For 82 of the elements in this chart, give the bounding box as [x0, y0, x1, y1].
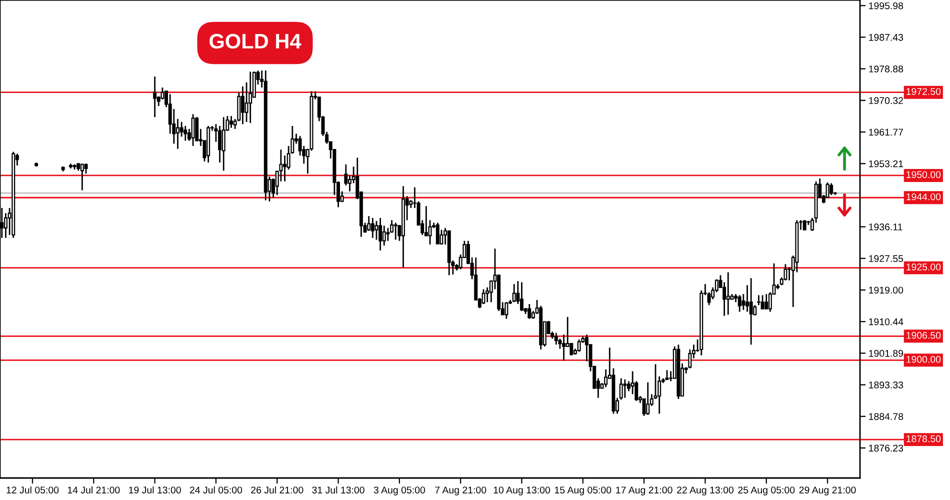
x-tick-label: 15 Aug 05:00 [554, 486, 612, 496]
candlestick [153, 76, 157, 118]
ref-line-label: 1925.00 [906, 264, 941, 270]
candlestick [184, 125, 188, 142]
x-tick-label: 19 Jul 13:00 [129, 486, 181, 494]
candlestick [764, 293, 768, 310]
ref-line-label: 1900.00 [906, 356, 941, 363]
candlestick [283, 154, 286, 182]
y-tick-label: 1910.44 [869, 318, 904, 326]
candlestick [80, 162, 84, 191]
ref-line-label: 1944.00 [906, 193, 941, 200]
y-tick-label: 1927.55 [869, 255, 904, 262]
x-tick-label: 14 Jul 21:00 [68, 486, 120, 494]
candlestick [394, 222, 398, 240]
x-tick-label: 17 Aug 21:00 [616, 486, 672, 496]
candlestick [367, 215, 371, 232]
x-tick-label: 10 Aug 13:00 [494, 486, 550, 496]
ref-line-label: 1878.50 [906, 435, 941, 442]
candlestick [749, 277, 753, 346]
candlestick [756, 294, 760, 306]
y-tick-label: 1978.88 [869, 66, 904, 72]
candlestick [512, 283, 516, 303]
candlestick [84, 162, 88, 174]
y-tick-label: 1919.00 [869, 286, 904, 294]
candlestick [504, 301, 508, 320]
y-tick-label: 1901.89 [869, 350, 904, 357]
x-tick-label: 26 Jul 21:00 [251, 486, 304, 494]
x-tick-label: 22 Aug 13:00 [677, 486, 734, 496]
y-tick-label: 1953.21 [869, 160, 903, 168]
ref-line-label: 1950.00 [906, 171, 941, 178]
candlestick [382, 225, 386, 246]
candlestick [604, 368, 608, 388]
candlestick [424, 205, 428, 236]
candlestick [623, 378, 627, 399]
y-tick-label: 1961.77 [869, 128, 903, 136]
x-tick-label: 3 Aug 05:00 [374, 486, 425, 496]
ref-line-label: 1906.50 [906, 332, 941, 339]
candlestick [802, 219, 806, 230]
candlestick [240, 86, 244, 125]
candlestick [726, 272, 730, 316]
candlestick [528, 303, 532, 320]
candlestick [230, 115, 233, 129]
y-tick-label: 1893.33 [869, 382, 904, 388]
candlestick [4, 212, 8, 239]
y-tick-label: 1987.43 [869, 34, 904, 41]
candlestick [370, 217, 374, 239]
y-tick-label: 1970.32 [869, 97, 903, 104]
candlestick [374, 220, 378, 240]
candlestick [784, 263, 788, 282]
candlestick [222, 116, 226, 172]
ref-line-label: 1972.50 [906, 88, 941, 95]
y-tick-label: 1936.11 [869, 224, 902, 230]
candlestick [248, 70, 252, 124]
candlestick [562, 334, 566, 362]
candlestick [738, 294, 742, 312]
candlestick [436, 222, 440, 244]
candlestick [520, 282, 524, 312]
candlestick [176, 118, 180, 150]
x-tick-label: 12 Jul 05:00 [6, 486, 59, 494]
x-tick-label: 29 Aug 21:00 [799, 486, 856, 496]
candlestick [386, 227, 390, 242]
y-tick-label: 1995.98 [869, 2, 904, 10]
candlestick [180, 121, 184, 138]
x-tick-label: 24 Jul 05:00 [190, 486, 242, 494]
y-tick-label: 1884.78 [869, 413, 904, 420]
candlestick [646, 382, 650, 416]
candlestick [577, 338, 581, 352]
candlestick [160, 86, 164, 100]
text: GOLD H4 [210, 34, 302, 49]
candlestick [482, 288, 486, 305]
x-tick-label: 31 Jul 13:00 [312, 486, 364, 494]
candlestick [830, 182, 834, 196]
candlestick [760, 294, 764, 310]
candlestick [554, 332, 558, 346]
candlestick [378, 217, 382, 252]
candlestick [218, 125, 222, 164]
x-tick-label: 7 Aug 21:00 [435, 486, 486, 496]
candlestick [746, 284, 749, 312]
candlestick [191, 113, 195, 147]
y-tick-label: 1876.23 [869, 444, 904, 452]
candlestick [570, 342, 574, 356]
x-tick-label: 25 Aug 05:00 [738, 486, 795, 496]
